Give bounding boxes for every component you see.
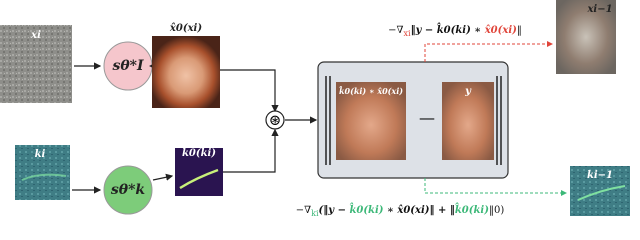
next-image-label: xi−1 [586,4,612,15]
formula-part: k̂0(ki) [349,203,384,216]
formula-part: −∇ [296,205,311,216]
formula-part: ki [311,209,319,218]
minus-label: — [419,108,435,127]
image-estimate-label: x̂0(xi) [169,23,202,34]
image-score-label: sθ*I [112,58,144,74]
arrow [223,128,279,173]
convolution-node [265,110,285,130]
formula-part: xi [404,29,412,38]
noisy-kernel [15,145,70,200]
image-update-arrow [424,41,553,62]
arrow [220,69,279,113]
image-gradient-formula: −∇xi‖y − k̂0(ki) ∗ x̂0(xi)‖ [388,23,522,38]
next-kernel-label: ki−1 [587,170,613,181]
arrow [152,173,174,181]
kernel-gradient-formula: −∇ki(‖y − k̂0(ki) ∗ x̂0(xi)‖ + ‖k̂0(ki)‖… [296,203,505,218]
blurred-estimate [336,82,406,160]
formula-part: −∇ [388,25,403,36]
formula-part: ‖ [517,25,522,36]
observation-label: y [464,86,472,97]
kernel-estimate-streak [179,168,219,190]
kernel-streak [21,173,67,181]
noisy-image-label: xi [30,30,41,41]
observation [442,82,494,160]
noisy-image [0,25,72,103]
image-estimate [152,36,220,108]
kernel-update-arrow [424,178,567,196]
diagram: xi sθ*I x̂0(xi) ki sθ*k k̂0(ki) ⊛ k̂0(ki… [0,0,630,218]
noisy-kernel-label: ki [35,149,46,160]
formula-part: ‖y − k̂0(ki) ∗ [411,23,485,36]
kernel-score-node [103,165,153,215]
kernel-estimate-label: k̂0(ki) [182,146,217,159]
formula-part: x̂0(xi) [484,25,517,36]
next-kernel-streak [577,185,626,201]
formula-part: ‖0) [489,205,504,216]
kernel-score-label: sθ*k [111,182,146,198]
next-image [556,0,616,74]
formula-part: k̂0(ki) [454,203,489,216]
convolution-label: ⊛ [269,111,282,129]
blurred-estimate-label: k̂0(ki) ∗ x̂0(xi) [339,86,404,96]
formula-part: (‖y − [319,205,350,216]
formula-part: ∗ x̂0(xi)‖ + ‖ [384,205,455,216]
